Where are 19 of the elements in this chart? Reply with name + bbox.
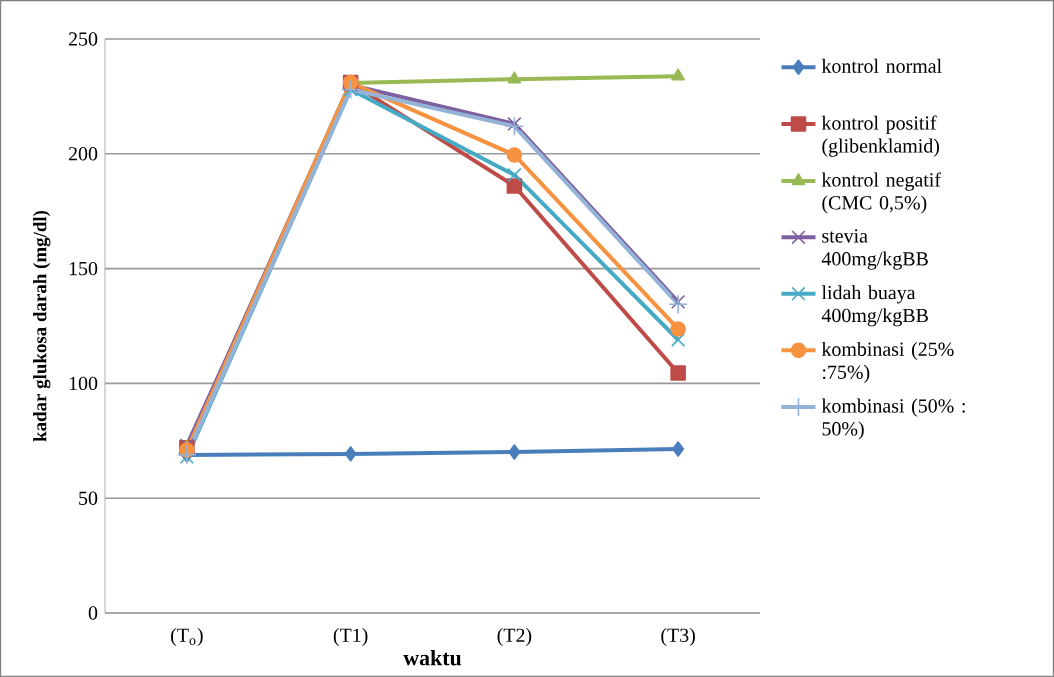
legend-label: lidah buaya 400mg/kgBB	[821, 285, 928, 327]
x-tick-label: (T2)	[497, 627, 532, 647]
legend-label: stevia 400mg/kgBB	[821, 229, 928, 270]
y-tick-label: 150	[69, 261, 98, 276]
y-tick-label: 200	[68, 147, 98, 161]
y-tick-label: 250	[68, 32, 98, 46]
x-tick-label: (T3)	[661, 627, 695, 647]
x-tick-label: (T$_{o}$)	[171, 627, 203, 647]
legend-label: kontrol negatif (CMC 0,5%)	[821, 172, 941, 214]
legend-label: kombinasi (25% :75%)	[821, 341, 954, 383]
y-tick-label: 100	[69, 376, 98, 391]
x-tick-label: (T1)	[333, 627, 368, 647]
legend-label: kontrol normal	[821, 58, 942, 73]
y-tick-label: 50	[79, 491, 98, 505]
legend-label: kombinasi (50% : 50%)	[821, 398, 965, 440]
y-tick-label: 0	[88, 606, 98, 620]
x-axis-title: waktu	[403, 649, 462, 666]
y-axis-title: kadar glukosa darah (mg/dl)	[33, 210, 51, 442]
legend-label: kontrol positif (glibenklamid)	[821, 115, 940, 157]
